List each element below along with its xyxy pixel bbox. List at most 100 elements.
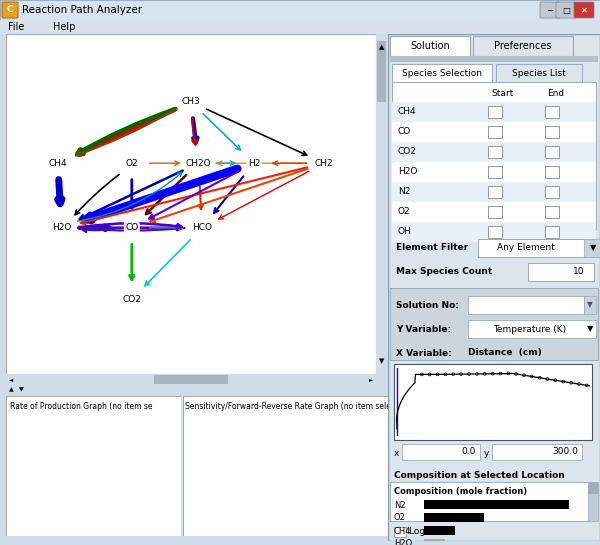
Bar [390,482,590,521]
Text: H2: H2 [248,159,260,168]
Text: O2: O2 [125,159,138,168]
Text: CH2: CH2 [315,159,334,168]
Bar [424,513,484,522]
Point [543,374,553,383]
Bar [392,162,596,182]
Text: 0.0: 0.0 [461,447,476,457]
Bar [488,226,502,238]
Text: Distance  (cm): Distance (cm) [468,348,542,358]
Point [417,370,427,379]
Bar [545,226,559,238]
Text: Rate of Production Graph (no item se: Rate of Production Graph (no item se [10,402,152,410]
Bar [588,482,598,494]
Text: HCO: HCO [192,223,212,232]
Bar [488,126,502,138]
Bar [478,239,594,257]
Text: □: □ [562,5,570,15]
Text: CO: CO [398,128,411,136]
Text: N2: N2 [398,187,410,197]
Bar [473,36,573,56]
Bar [390,288,598,360]
Bar [392,102,596,122]
Bar [545,186,559,198]
Point [448,370,458,379]
Text: Start: Start [491,89,513,99]
Bar [392,142,596,162]
Text: ◄: ◄ [9,377,13,382]
Bar [588,482,598,521]
Bar [488,146,502,158]
Text: Solution: Solution [410,41,450,51]
Text: CH4: CH4 [49,159,67,168]
Text: ✕: ✕ [581,5,587,15]
Bar [392,122,596,142]
Text: Composition at Selected Location: Composition at Selected Location [394,470,565,480]
FancyBboxPatch shape [540,2,560,18]
Point [559,377,568,386]
Text: Log Scale: Log Scale [409,528,452,536]
Text: y: y [484,449,490,457]
Text: C: C [7,5,13,14]
Text: Any Element: Any Element [497,244,555,252]
Text: N2: N2 [394,500,406,510]
Point [440,370,450,379]
Point [551,376,560,385]
Text: O2: O2 [398,208,410,216]
Text: ▲: ▲ [8,387,13,392]
Text: OH: OH [398,227,412,237]
Text: O2: O2 [394,513,406,523]
Bar [394,364,592,440]
Text: ▼: ▼ [590,244,596,252]
Text: H2O: H2O [398,167,418,177]
Bar [394,527,406,537]
Text: CH4: CH4 [394,526,412,536]
Text: ►: ► [369,377,373,382]
Text: 300.0: 300.0 [552,447,578,457]
Bar [424,526,455,535]
Bar [392,202,596,222]
Bar [488,206,502,218]
Text: CH2O: CH2O [185,159,211,168]
Point [457,370,466,379]
Bar [492,444,582,460]
Text: CH4: CH4 [398,107,416,117]
Point [488,370,497,378]
Text: File: File [8,22,25,32]
Text: ▲: ▲ [379,44,384,50]
Bar [468,320,596,338]
Bar [584,296,596,314]
Text: 10: 10 [572,268,584,276]
Bar [154,375,228,384]
Text: Sensitivity/Forward-Reverse Rate Graph (no item select: Sensitivity/Forward-Reverse Rate Graph (… [185,402,398,410]
Text: Help: Help [53,22,76,32]
Text: H2O: H2O [52,223,71,232]
Bar [528,263,594,281]
FancyBboxPatch shape [556,2,576,18]
Bar [488,186,502,198]
Text: Element Filter: Element Filter [396,244,468,252]
Point [519,371,529,379]
Point [425,370,434,379]
Bar [390,56,598,62]
FancyBboxPatch shape [2,2,18,18]
Text: Species List: Species List [512,69,566,77]
Text: Temperature (K): Temperature (K) [493,324,566,334]
Point [582,381,592,390]
Bar [545,146,559,158]
Bar [392,182,596,202]
Point [433,370,442,379]
Bar [488,166,502,178]
Bar [496,64,582,82]
Text: ▼: ▼ [379,358,384,364]
Text: Reaction Path Analyzer: Reaction Path Analyzer [22,5,142,15]
Point [503,369,513,378]
Bar [488,106,502,118]
Bar [392,64,492,82]
Bar [468,296,584,314]
Text: Y Variable:: Y Variable: [396,324,451,334]
Text: CH3: CH3 [182,98,200,106]
Text: Max Species Count: Max Species Count [396,268,492,276]
Bar [545,206,559,218]
Text: ▼: ▼ [19,387,23,392]
Bar [424,500,569,509]
